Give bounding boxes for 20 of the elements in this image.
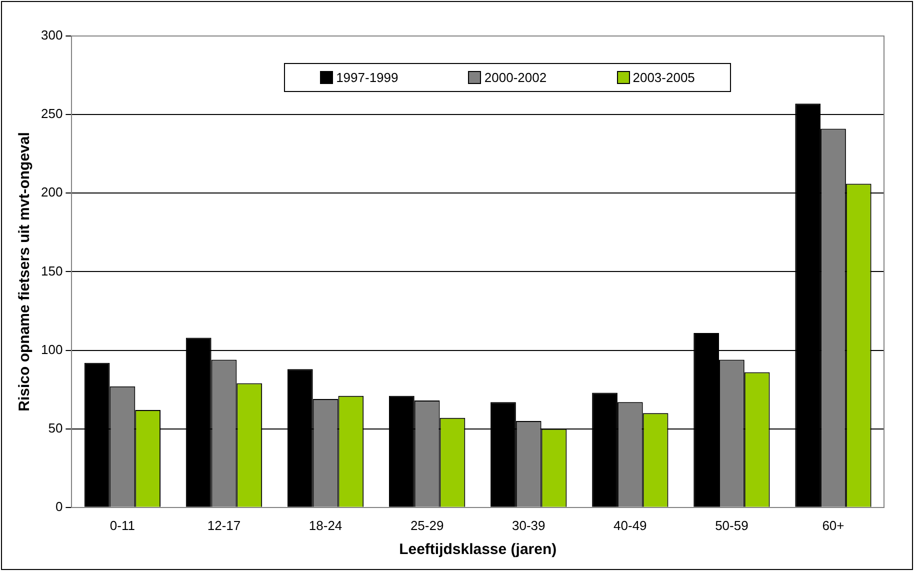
x-tick-label: 18-24: [308, 518, 342, 533]
y-tick-label: 200: [40, 184, 63, 200]
y-tick-label: 250: [40, 106, 63, 122]
legend-label: 1997-1999: [336, 70, 398, 85]
legend-label: 2000-2002: [484, 70, 547, 85]
y-axis-title: Risico opname fietsers uit mvt-ongeval: [16, 132, 34, 412]
legend-label: 2003-2005: [632, 70, 695, 85]
x-tick-label: 50-59: [715, 518, 748, 533]
x-tick-label: 0-11: [110, 518, 135, 533]
x-tick-label: 12-17: [207, 518, 241, 533]
x-axis-title: Leeftijdsklasse (jaren): [399, 541, 557, 558]
y-tick-label: 50: [48, 420, 63, 436]
x-tick-label: 30-39: [512, 518, 546, 533]
x-tick-label: 40-49: [614, 518, 647, 533]
x-tick-label: 25-29: [410, 518, 444, 533]
y-tick-label: 0: [55, 498, 63, 514]
x-tick-label: 60+: [822, 518, 844, 533]
y-tick-label: 300: [40, 28, 63, 43]
y-tick-label: 150: [40, 263, 63, 278]
y-tick-label: 100: [40, 342, 63, 357]
